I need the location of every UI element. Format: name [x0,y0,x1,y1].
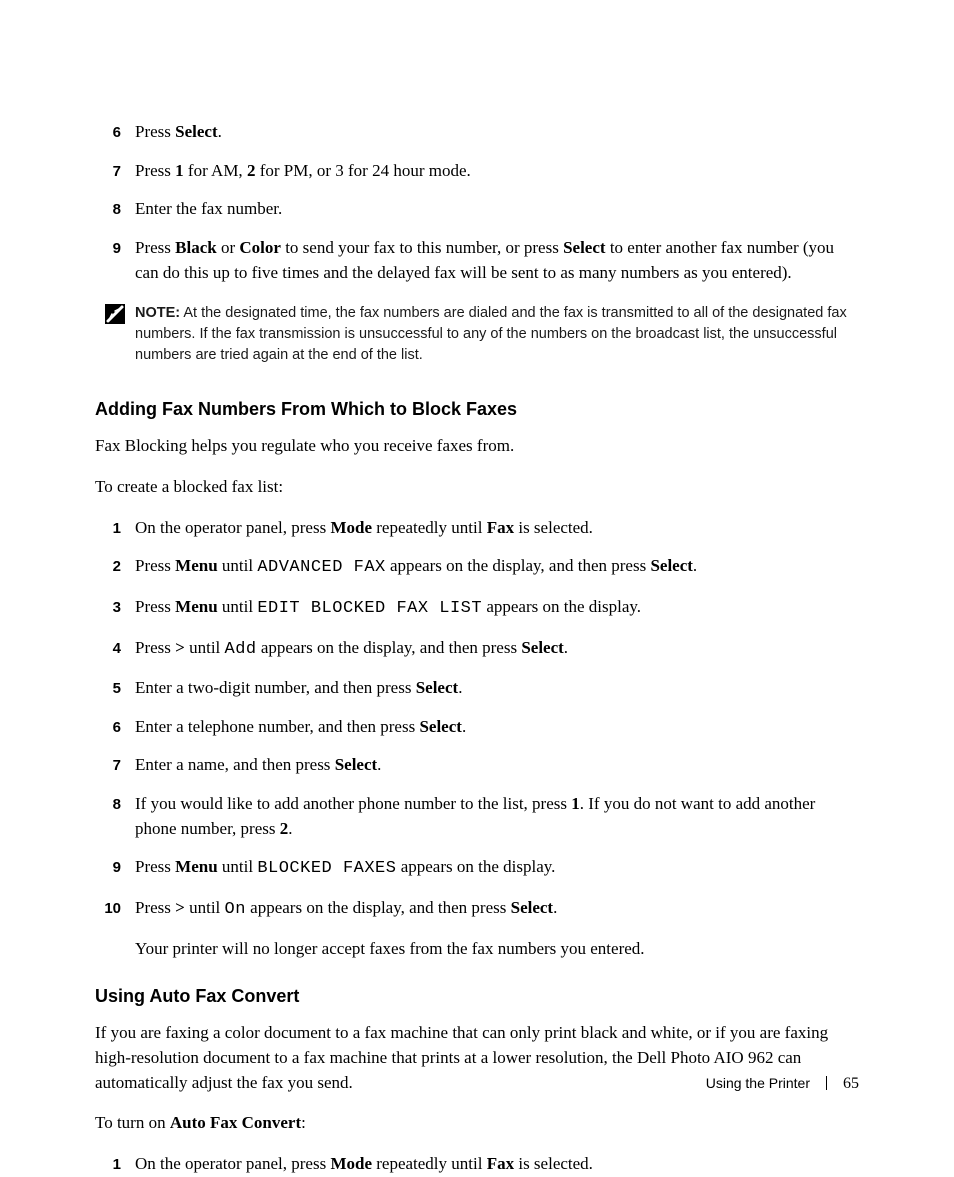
list-number: 9 [95,855,135,879]
list-item: 5 Enter a two-digit number, and then pre… [95,676,859,701]
list-number: 6 [95,715,135,739]
top-numbered-list: 6 Press Select. 7 Press 1 for AM, 2 for … [95,120,859,285]
list-number: 4 [95,636,135,660]
list-body: Press 1 for AM, 2 for PM, or 3 for 24 ho… [135,159,859,184]
list-item: 10 Press > until On appears on the displ… [95,896,859,923]
bold-text: Auto Fax Convert [170,1113,301,1132]
footer-divider [826,1076,827,1090]
footer-page-number: 65 [843,1072,859,1095]
note-body: At the designated time, the fax numbers … [135,305,847,363]
list-body: Press Select. [135,120,859,145]
list-item: 4 Press > until Add appears on the displ… [95,636,859,663]
text: To turn on [95,1113,170,1132]
list-number: 7 [95,159,135,183]
text: : [301,1113,306,1132]
list-number: 7 [95,753,135,777]
list-item: 9 Press Black or Color to send your fax … [95,236,859,285]
list-item: 8 If you would like to add another phone… [95,792,859,841]
list-number: 1 [95,516,135,540]
paragraph: To create a blocked fax list: [95,475,859,500]
paragraph: Your printer will no longer accept faxes… [135,937,859,962]
list-number: 3 [95,595,135,619]
paragraph: To turn on Auto Fax Convert: [95,1111,859,1136]
section-heading-block-faxes: Adding Fax Numbers From Which to Block F… [95,396,859,422]
list-number: 10 [95,896,135,920]
list-item: 2 Press Menu until ADVANCED FAX appears … [95,554,859,581]
list-body: Enter a name, and then press Select. [135,753,859,778]
list-number: 6 [95,120,135,144]
list-body: If you would like to add another phone n… [135,792,859,841]
paragraph: Fax Blocking helps you regulate who you … [95,434,859,459]
list-item: 1 On the operator panel, press Mode repe… [95,516,859,541]
block-faxes-numbered-list: 1 On the operator panel, press Mode repe… [95,516,859,962]
list-number: 8 [95,197,135,221]
note-icon [105,304,125,324]
list-item: 6 Enter a telephone number, and then pre… [95,715,859,740]
list-item: 1 On the operator panel, press Mode repe… [95,1152,859,1177]
list-number: 1 [95,1152,135,1176]
list-item: 3 Press Menu until EDIT BLOCKED FAX LIST… [95,595,859,622]
list-number: 9 [95,236,135,260]
list-item: 9 Press Menu until BLOCKED FAXES appears… [95,855,859,882]
list-number: 8 [95,792,135,816]
note-label: NOTE: [135,305,180,321]
list-body: Press Black or Color to send your fax to… [135,236,859,285]
list-item: 7 Enter a name, and then press Select. [95,753,859,778]
section-heading-auto-fax-convert: Using Auto Fax Convert [95,983,859,1009]
list-number: 2 [95,554,135,578]
list-body: Enter the fax number. [135,197,859,222]
list-body: Enter a two-digit number, and then press… [135,676,859,701]
list-body: Press > until Add appears on the display… [135,636,859,663]
list-body: On the operator panel, press Mode repeat… [135,1152,859,1177]
list-body: Enter a telephone number, and then press… [135,715,859,740]
document-page: 6 Press Select. 7 Press 1 for AM, 2 for … [0,0,954,1145]
list-item: 8 Enter the fax number. [95,197,859,222]
page-footer: Using the Printer 65 [706,1072,859,1095]
note-block: NOTE: At the designated time, the fax nu… [95,303,859,366]
auto-fax-numbered-list: 1 On the operator panel, press Mode repe… [95,1152,859,1177]
list-item: 6 Press Select. [95,120,859,145]
footer-section-name: Using the Printer [706,1073,810,1093]
list-item: 7 Press 1 for AM, 2 for PM, or 3 for 24 … [95,159,859,184]
note-text: NOTE: At the designated time, the fax nu… [135,303,859,366]
list-body: Press Menu until BLOCKED FAXES appears o… [135,855,859,882]
list-body: Press Menu until ADVANCED FAX appears on… [135,554,859,581]
list-body: On the operator panel, press Mode repeat… [135,516,859,541]
list-number: 5 [95,676,135,700]
list-body: Press > until On appears on the display,… [135,896,859,923]
list-body: Press Menu until EDIT BLOCKED FAX LIST a… [135,595,859,622]
